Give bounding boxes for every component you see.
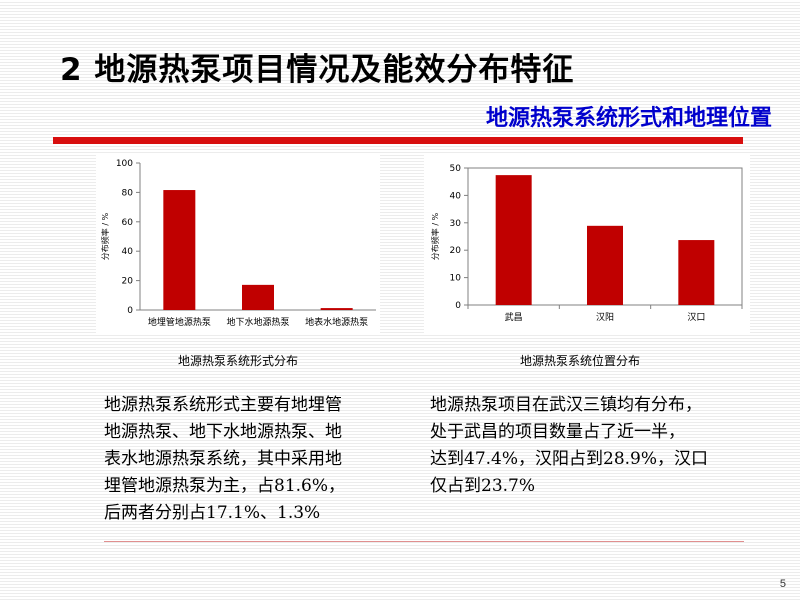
- chart-panel-location: 0 10 20 30 40 50 武昌 汉阳 汉口 分布频率 / %: [424, 153, 750, 333]
- system-type-bar-chart: 0 20 40 60 80 100 地埋管地源热泵 地下水地源热泵 地表水地源热泵 分布频率 / …: [100, 159, 376, 328]
- x-tick-label: 汉口: [687, 312, 705, 323]
- chart-caption-system-type: 地源热泵系统形式分布: [178, 354, 299, 368]
- y-tick-label: 20: [450, 246, 462, 256]
- bar: [678, 240, 715, 305]
- y-tick-label: 30: [450, 219, 462, 229]
- y-tick-label: 50: [450, 164, 462, 174]
- x-tick-label: 汉阳: [596, 312, 614, 323]
- bar: [242, 284, 274, 310]
- x-tick-label: 武昌: [505, 311, 523, 323]
- y-axis-label: 分布频率 / %: [430, 212, 440, 260]
- bar: [587, 225, 623, 305]
- y-tick-label: 10: [450, 274, 462, 284]
- y-tick-label: 80: [122, 188, 134, 198]
- y-tick-label: 40: [450, 191, 462, 201]
- location-bar-chart: 0 10 20 30 40 50 武昌 汉阳 汉口 分布频率 / %: [430, 164, 743, 323]
- paragraph-line: 地源热泵项目在武汉三镇均有分布，: [430, 395, 702, 415]
- y-tick-label: 0: [127, 306, 133, 316]
- paragraph-line: 地源热泵、地下水地源热泵、地: [104, 422, 342, 442]
- slide-title: 2 地源热泵项目情况及能效分布特征: [60, 52, 575, 88]
- y-tick-label: 100: [116, 159, 133, 169]
- bar: [163, 190, 196, 310]
- page-number: 5: [779, 578, 786, 590]
- paragraph-line: 达到47.4%，汉阳占到28.9%，汉口: [430, 449, 709, 469]
- y-tick-label: 40: [122, 247, 134, 257]
- x-tick-label: 地下水地源热泵: [226, 316, 289, 328]
- paragraph-line: 仅占到23.7%: [430, 476, 536, 496]
- chart-caption-location: 地源热泵系统位置分布: [520, 354, 641, 368]
- paragraph-line: 处于武昌的项目数量占了近一半，: [430, 422, 685, 442]
- bar: [320, 308, 353, 310]
- slide-subtitle: 地源热泵系统形式和地理位置: [485, 106, 772, 131]
- y-tick-label: 20: [122, 277, 134, 287]
- paragraph-line: 地源热泵系统形式主要有地埋管: [104, 395, 342, 415]
- paragraph-system-type: 地源热泵系统形式主要有地埋管 地源热泵、地下水地源热泵、地 表水地源热泵系统，其…: [104, 392, 394, 527]
- x-tick-label: 地表水地源热泵: [305, 316, 368, 328]
- paragraph-line: 表水地源热泵系统，其中采用地: [104, 449, 342, 469]
- bar: [495, 175, 532, 305]
- y-axis-label: 分布频率 / %: [100, 212, 110, 260]
- chart-panel-system-type: 0 20 40 60 80 100 地埋管地源热泵 地下水地源热泵 地表水地源热泵 分布频率 / …: [96, 153, 380, 333]
- footer-divider: [104, 541, 744, 542]
- paragraph-line: 后两者分别占17.1%、1.3%: [104, 503, 321, 523]
- paragraph-location: 地源热泵项目在武汉三镇均有分布， 处于武昌的项目数量占了近一半， 达到47.4%…: [430, 392, 750, 500]
- paragraph-line: 埋管地源热泵为主，占81.6%，: [104, 476, 346, 496]
- y-tick-label: 60: [122, 218, 134, 228]
- y-tick-label: 0: [455, 301, 461, 311]
- x-tick-label: 地埋管地源热泵: [148, 316, 211, 328]
- accent-divider: [53, 137, 743, 144]
